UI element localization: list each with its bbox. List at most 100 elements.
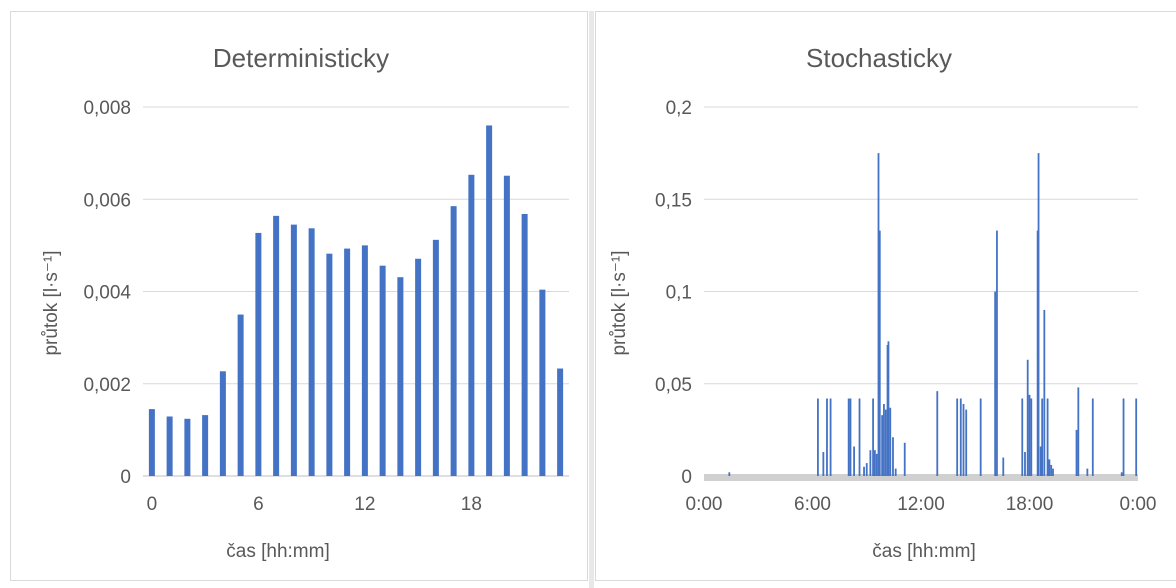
left-bar — [415, 258, 422, 476]
left-y-tick-label: 0,006 — [83, 190, 131, 211]
right-bar — [884, 409, 887, 476]
right-bar — [817, 398, 819, 476]
left-bar — [184, 418, 191, 476]
left-bar — [379, 265, 386, 476]
right-bar — [1050, 464, 1053, 476]
right-bar — [1002, 457, 1005, 476]
right-bar — [847, 398, 850, 476]
left-x-tick-label: 12 — [354, 494, 375, 515]
right-bar — [822, 452, 825, 476]
right-bar — [1028, 394, 1031, 476]
right-y-tick-label: 0 — [681, 467, 692, 488]
right-x-tick-label: 12:00 — [897, 494, 945, 515]
right-bar — [1036, 230, 1039, 476]
right-bar — [1122, 398, 1125, 476]
right-bar — [894, 468, 897, 476]
left-chart-title: Deterministicky — [213, 43, 389, 73]
right-bar — [979, 398, 982, 476]
right-bar — [903, 442, 906, 476]
left-bar — [219, 371, 226, 476]
left-bar — [308, 228, 315, 476]
right-bar — [1041, 398, 1044, 476]
right-bar — [1046, 398, 1049, 476]
right-bar — [1091, 398, 1094, 476]
right-bars — [728, 153, 1138, 476]
left-y-axis-label: průtok [l·s⁻¹] — [41, 250, 62, 355]
right-bar — [889, 407, 892, 476]
right-x-tick-label: 0:00 — [686, 494, 723, 515]
left-x-tick-label: 18 — [461, 494, 482, 515]
right-bar — [962, 404, 965, 476]
right-bar — [1026, 359, 1029, 476]
panel-separator — [589, 11, 594, 588]
left-bar — [450, 206, 457, 476]
left-bar — [290, 224, 297, 476]
right-y-tick-label: 0,2 — [666, 98, 692, 119]
right-bar — [1024, 452, 1026, 476]
right-bar — [1077, 387, 1080, 476]
left-bar — [557, 368, 564, 476]
right-bar — [1039, 446, 1042, 476]
right-bar — [1086, 468, 1089, 476]
left-bar — [432, 239, 439, 476]
left-bars — [148, 125, 564, 477]
left-bar — [166, 416, 173, 476]
right-bar — [1030, 398, 1033, 476]
right-x-tick-label: 0:00 — [1120, 494, 1157, 515]
right-y-axis-label: průtok [l·s⁻¹] — [609, 250, 630, 355]
left-bar — [397, 277, 404, 476]
right-bar — [849, 398, 852, 476]
right-bar — [1075, 429, 1078, 476]
right-bar — [873, 450, 876, 476]
right-bar — [881, 415, 884, 476]
left-y-tick-label: 0,004 — [83, 283, 131, 304]
left-bar — [539, 289, 546, 476]
left-chart-panel: 0 0,002 0,004 0,006 0,008 0 6 12 18 Determinist… — [10, 11, 588, 581]
right-bar — [865, 463, 868, 476]
left-bar — [255, 232, 262, 476]
left-bar — [468, 174, 475, 476]
right-chart-title: Stochasticky — [806, 43, 952, 73]
stochastic-chart: 0 0,05 0,1 0,15 0,2 0:00 6:00 12:00 18:00 0:00 S… — [609, 43, 1157, 562]
right-bar — [1052, 468, 1054, 476]
left-x-tick-label: 6 — [253, 494, 264, 515]
left-bar — [521, 214, 528, 476]
right-bar — [1135, 398, 1138, 476]
right-bar — [996, 230, 998, 476]
right-bar — [994, 291, 997, 476]
right-y-tick-label: 0,05 — [655, 375, 692, 396]
right-y-tick-labels: 0 0,05 0,1 0,15 0,2 — [655, 98, 692, 488]
left-bar — [361, 245, 368, 476]
right-bar — [965, 409, 968, 476]
right-bar — [1043, 309, 1046, 476]
right-bar — [829, 398, 832, 476]
left-bar — [486, 125, 493, 476]
right-bar — [956, 398, 959, 476]
right-bar — [826, 398, 828, 476]
right-bar — [887, 341, 890, 476]
left-x-tick-labels: 0 6 12 18 — [147, 494, 482, 515]
right-bar — [892, 437, 894, 476]
right-chart-panel: 0 0,05 0,1 0,15 0,2 0:00 6:00 12:00 18:00 0:00 S… — [595, 11, 1176, 581]
right-x-tick-labels: 0:00 6:00 12:00 18:00 0:00 — [686, 494, 1157, 515]
right-baseline — [704, 474, 1138, 481]
right-y-tick-label: 0,15 — [655, 190, 692, 211]
right-y-tick-label: 0,1 — [666, 283, 692, 304]
left-y-tick-label: 0 — [120, 467, 131, 488]
right-bar — [858, 398, 861, 476]
right-gridlines — [704, 106, 1138, 481]
right-bar — [1120, 472, 1123, 476]
right-bar — [869, 450, 872, 476]
right-bar — [959, 398, 962, 476]
left-y-tick-label: 0,002 — [83, 375, 131, 396]
right-x-tick-label: 6:00 — [794, 494, 831, 515]
left-x-axis-label: čas [hh:mm] — [226, 541, 329, 562]
left-bar — [148, 409, 155, 476]
right-bar — [883, 404, 885, 476]
left-y-tick-labels: 0 0,002 0,004 0,006 0,008 — [83, 98, 131, 488]
right-bar — [1048, 459, 1051, 476]
left-bar — [273, 215, 280, 477]
right-bar — [936, 391, 939, 476]
right-bar — [877, 153, 880, 476]
right-bar — [1021, 398, 1024, 476]
